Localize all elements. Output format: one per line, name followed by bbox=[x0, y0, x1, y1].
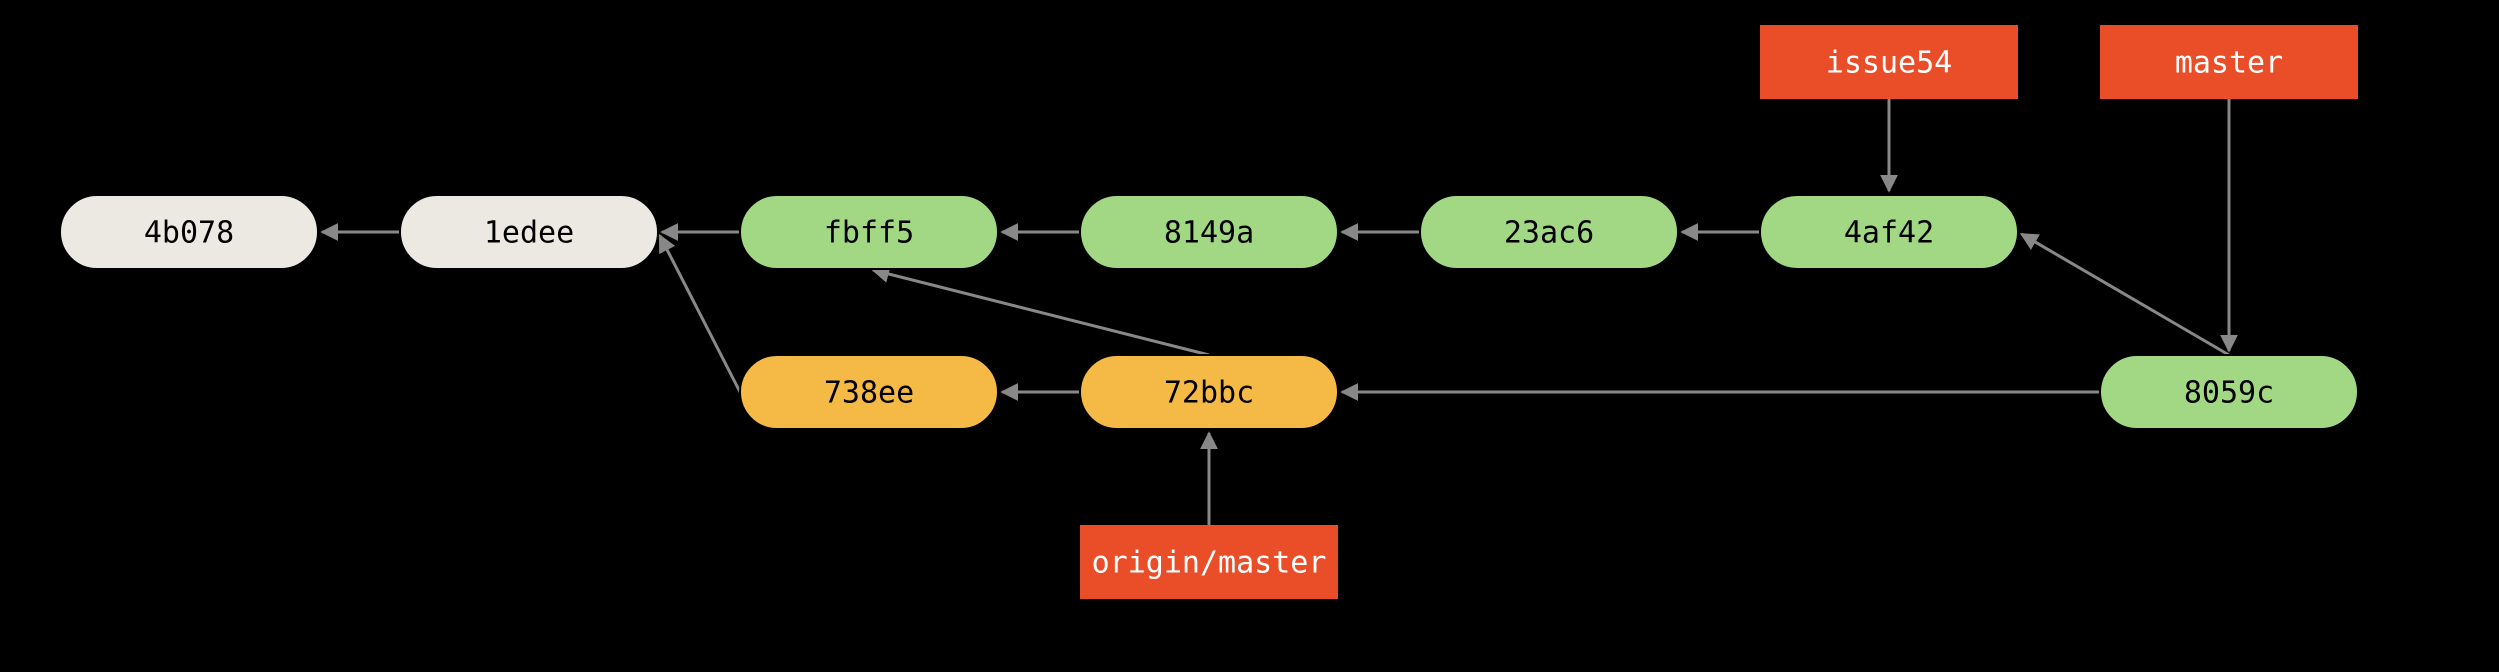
git-graph-diagram: 4b078 1edee fbff5 8149a 23ac6 4af42 738ee 72bbc… bbox=[0, 0, 2499, 672]
commit-label: 1edee bbox=[484, 216, 574, 251]
commit-node-4b078: 4b078 bbox=[60, 195, 318, 269]
commit-label: 4b078 bbox=[144, 216, 234, 251]
commit-node-8059c: 8059c bbox=[2100, 355, 2358, 429]
branch-ref-origin_master: origin/master bbox=[1080, 525, 1338, 599]
commit-node-fbff5: fbff5 bbox=[740, 195, 998, 269]
edges-layer bbox=[322, 99, 2229, 525]
commit-node-8149a: 8149a bbox=[1080, 195, 1338, 269]
commit-label: 4af42 bbox=[1844, 216, 1934, 251]
commit-node-1edee: 1edee bbox=[400, 195, 658, 269]
commit-node-72bbc: 72bbc bbox=[1080, 355, 1338, 429]
commit-label: fbff5 bbox=[824, 216, 914, 251]
branch-label: issue54 bbox=[1826, 46, 1952, 81]
commit-label: 738ee bbox=[824, 376, 914, 411]
commit-node-4af42: 4af42 bbox=[1760, 195, 2018, 269]
commit-node-23ac6: 23ac6 bbox=[1420, 195, 1678, 269]
branch-label: master bbox=[2175, 46, 2283, 81]
edge bbox=[873, 270, 1209, 355]
branch-ref-master: master bbox=[2100, 25, 2358, 99]
branch-ref-issue54: issue54 bbox=[1760, 25, 2018, 99]
commit-label: 72bbc bbox=[1164, 376, 1254, 411]
commit-label: 8149a bbox=[1164, 216, 1254, 251]
edge bbox=[2021, 234, 2229, 355]
commit-label: 8059c bbox=[2184, 376, 2274, 411]
commit-node-738ee: 738ee bbox=[740, 355, 998, 429]
branch-label: origin/master bbox=[1092, 546, 1327, 581]
edge bbox=[660, 236, 740, 392]
commit-label: 23ac6 bbox=[1504, 216, 1594, 251]
